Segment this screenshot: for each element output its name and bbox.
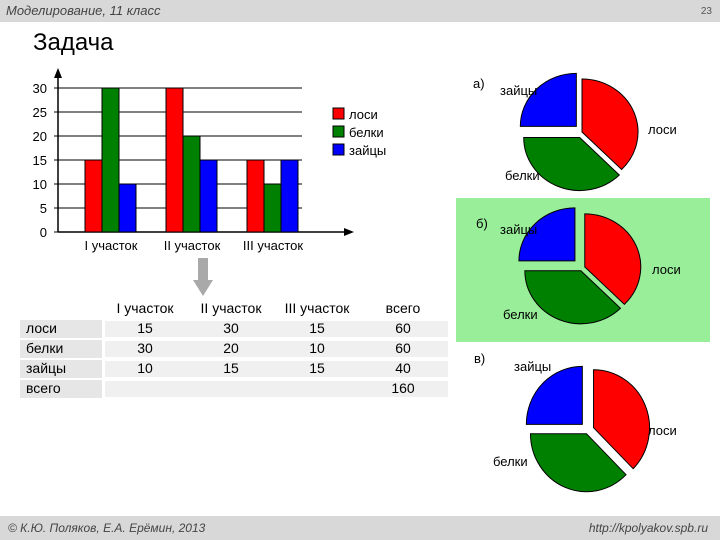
table-row-label: белки xyxy=(26,340,64,356)
pie-slice xyxy=(525,365,583,425)
pie-v-slice-label-zaytsy: зайцы xyxy=(514,359,552,374)
pie-b-slice-label-belki: белки xyxy=(503,307,538,322)
y-axis-arrow-icon xyxy=(54,68,62,78)
course-title: Моделирование, 11 класс xyxy=(6,3,161,18)
bar xyxy=(280,159,299,233)
bar xyxy=(118,183,137,233)
table-cell: 10 xyxy=(309,340,325,356)
footer-authors: © К.Ю. Поляков, Е.А. Ерёмин, 2013 xyxy=(8,521,206,535)
pie-slice xyxy=(518,207,576,262)
table-cell: 15 xyxy=(309,320,325,336)
table-row-header-bg xyxy=(20,340,102,358)
y-tick-label: 5 xyxy=(40,201,47,216)
table-cell: 20 xyxy=(223,340,239,356)
bar xyxy=(101,87,120,233)
legend-swatch xyxy=(332,125,345,138)
pie-b-slice-label-zaytsy: зайцы xyxy=(500,222,538,237)
pie-a-slice-label-zaytsy: зайцы xyxy=(500,83,538,98)
table-row xyxy=(105,381,448,397)
y-tick-label: 10 xyxy=(33,177,47,192)
pie-v-label: в) xyxy=(474,351,486,366)
x-axis-arrow-icon xyxy=(344,228,354,236)
y-tick-label: 25 xyxy=(33,105,47,120)
y-tick-label: 15 xyxy=(33,153,47,168)
x-tick-label: I участок xyxy=(85,238,138,253)
x-tick-label: III участок xyxy=(243,238,303,253)
table-cell: 60 xyxy=(395,340,411,356)
legend-label: зайцы xyxy=(349,143,386,158)
x-tick-label: II участок xyxy=(164,238,221,253)
table-cell: 60 xyxy=(395,320,411,336)
legend-label: лоси xyxy=(349,107,378,122)
table-row-header-bg xyxy=(20,380,102,398)
table-row-label: всего xyxy=(26,380,61,396)
footer-bar: © К.Ю. Поляков, Е.А. Ерёмин, 2013 http:/… xyxy=(0,516,720,540)
table-column-header: III участок xyxy=(284,300,350,316)
table-column-header: всего xyxy=(385,300,421,316)
table-row-header-bg xyxy=(20,320,102,338)
pie-slice xyxy=(523,137,621,192)
pie-slice xyxy=(593,369,651,470)
table-cell: 15 xyxy=(309,360,325,376)
legend-swatch xyxy=(332,107,345,120)
pie-slice xyxy=(519,72,577,127)
table-cell: 30 xyxy=(223,320,239,336)
pie-a-label: а) xyxy=(473,76,485,91)
y-tick-label: 30 xyxy=(33,81,47,96)
pie-slice xyxy=(584,213,642,306)
slide-title: Задача xyxy=(33,29,114,56)
bar xyxy=(199,159,218,233)
down-arrow-icon xyxy=(193,258,213,296)
table-cell: 15 xyxy=(137,320,153,336)
table-column-header: II участок xyxy=(200,300,262,316)
table-cell: 30 xyxy=(137,340,153,356)
table-cell: 40 xyxy=(395,360,411,376)
y-tick-label: 0 xyxy=(40,225,47,240)
table-cell: 160 xyxy=(391,380,415,396)
pie-b-label: б) xyxy=(476,216,488,231)
pie-slice xyxy=(581,78,639,171)
pie-slice xyxy=(524,270,622,325)
table-row-label: лоси xyxy=(26,320,57,336)
page-number: 23 xyxy=(700,6,712,17)
footer-url: http://kpolyakov.spb.ru xyxy=(588,521,708,535)
table-cell: 10 xyxy=(137,360,153,376)
table-row-label: зайцы xyxy=(26,360,67,376)
table-row xyxy=(105,361,448,377)
pie-a-slice-label-belki: белки xyxy=(505,168,540,183)
legend-label: белки xyxy=(349,125,384,140)
table-row xyxy=(105,341,448,357)
table-row xyxy=(105,321,448,337)
table-cell: 15 xyxy=(223,360,239,376)
pie-v-slice-label-losi: лоси xyxy=(648,423,677,438)
pie-b-slice-label-losi: лоси xyxy=(652,262,681,277)
table-column-header: I участок xyxy=(116,300,174,316)
table-row-header-bg xyxy=(20,360,102,378)
header-bar: Моделирование, 11 класс 23 xyxy=(0,0,720,22)
legend-swatch xyxy=(332,143,345,156)
pie-slice xyxy=(529,433,627,493)
pie-v-slice-label-belki: белки xyxy=(493,454,528,469)
pie-a-slice-label-losi: лоси xyxy=(648,122,677,137)
y-tick-label: 20 xyxy=(33,129,47,144)
